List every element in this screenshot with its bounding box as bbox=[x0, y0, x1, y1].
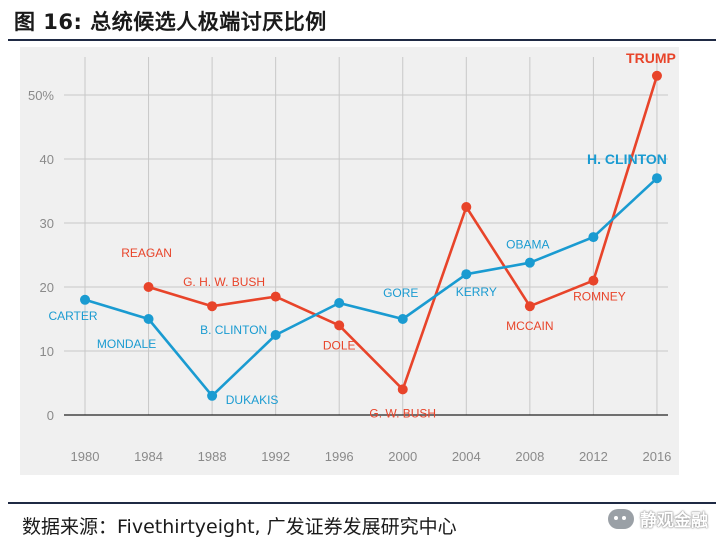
line-chart: 0 10 20 30 40 50% 1980 1984 1988 1992 1996 2000 2004… bbox=[28, 50, 676, 464]
y-tick-label: 10 bbox=[40, 344, 54, 359]
data-point-democrat bbox=[397, 314, 408, 324]
y-tick-label: 30 bbox=[40, 216, 54, 231]
data-label: DOLE bbox=[323, 338, 356, 352]
data-label: G. H. W. BUSH bbox=[183, 275, 265, 289]
x-tick-label: 2016 bbox=[642, 449, 671, 464]
data-label: MONDALE bbox=[97, 337, 156, 351]
data-point-democrat bbox=[524, 257, 535, 268]
data-label: ROMNEY bbox=[573, 290, 626, 304]
data-point-democrat bbox=[143, 314, 154, 324]
x-tick-label: 1996 bbox=[325, 449, 354, 464]
x-tick-label: 2012 bbox=[579, 449, 608, 464]
data-point-democrat bbox=[207, 390, 218, 401]
y-tick-label: 40 bbox=[40, 152, 54, 167]
data-point-republican bbox=[334, 320, 345, 331]
data-label: OBAMA bbox=[506, 238, 549, 252]
y-tick-label: 20 bbox=[40, 280, 54, 295]
wechat-icon bbox=[608, 508, 634, 529]
figure-title: 图 16: 总统候选人极端讨厌比例 bbox=[14, 10, 327, 34]
data-point-republican bbox=[524, 301, 535, 312]
data-label: DUKAKIS bbox=[226, 393, 279, 407]
top-divider bbox=[8, 39, 716, 41]
watermark: 静观金融 bbox=[608, 506, 708, 531]
data-label: B. CLINTON bbox=[200, 323, 267, 337]
chart-panel: 0 10 20 30 40 50% 1980 1984 1988 1992 1996 2000 2004… bbox=[20, 47, 679, 475]
data-point-republican bbox=[651, 70, 662, 81]
source-note: 数据来源：Fivethirtyeight, 广发证券发展研究中心 bbox=[22, 516, 457, 538]
data-point-democrat bbox=[80, 294, 90, 305]
data-point-republican bbox=[270, 291, 281, 302]
data-label: TRUMP bbox=[626, 50, 676, 66]
data-point-republican bbox=[461, 202, 472, 212]
data-label: MCCAIN bbox=[506, 319, 553, 333]
data-label: KERRY bbox=[456, 285, 497, 299]
x-tick-label: 2004 bbox=[452, 449, 481, 464]
watermark-text: 静观金融 bbox=[640, 511, 708, 531]
data-point-republican bbox=[588, 275, 599, 286]
data-point-democrat bbox=[651, 173, 662, 184]
data-label: REAGAN bbox=[121, 246, 172, 260]
data-label: H. CLINTON bbox=[587, 151, 667, 167]
series-line-democrat bbox=[84, 177, 658, 398]
x-tick-label: 1984 bbox=[134, 449, 163, 464]
x-tick-label: 1992 bbox=[261, 449, 290, 464]
data-point-republican bbox=[207, 301, 218, 312]
data-point-democrat bbox=[270, 330, 281, 340]
data-point-democrat bbox=[461, 269, 472, 280]
data-label: CARTER bbox=[48, 309, 97, 323]
data-point-republican bbox=[143, 282, 154, 292]
x-tick-label: 1988 bbox=[198, 449, 227, 464]
bottom-divider bbox=[8, 502, 716, 504]
data-point-democrat bbox=[588, 232, 599, 243]
data-label: G. W. BUSH bbox=[369, 406, 436, 420]
y-tick-label: 50% bbox=[28, 88, 54, 103]
data-point-republican bbox=[397, 384, 408, 395]
y-tick-label: 0 bbox=[47, 408, 54, 423]
data-point-democrat bbox=[334, 298, 345, 308]
data-label: GORE bbox=[383, 286, 418, 300]
x-tick-label: 1980 bbox=[71, 449, 100, 464]
x-tick-label: 2000 bbox=[388, 449, 417, 464]
x-tick-label: 2008 bbox=[515, 449, 544, 464]
